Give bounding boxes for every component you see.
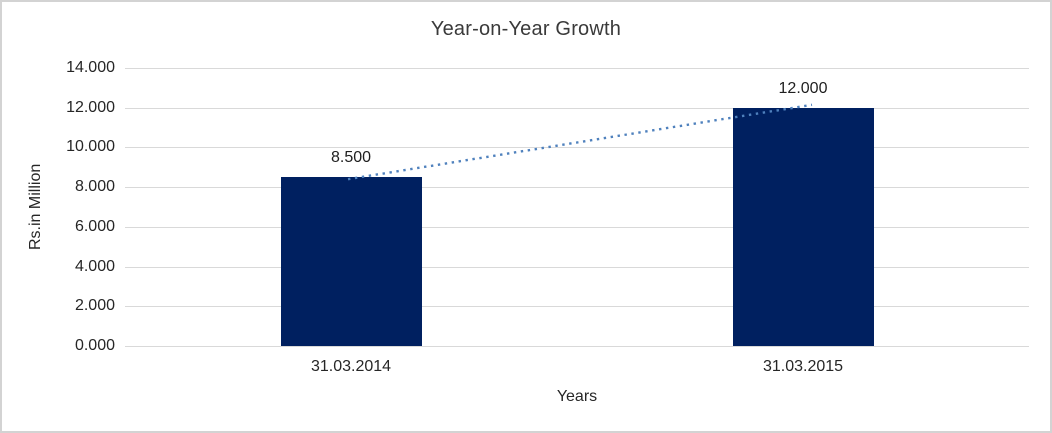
bar-31.03.2014 (280, 177, 422, 346)
x-axis-category-labels: 31.03.2014 31.03.2015 (125, 358, 1029, 378)
y-axis-tick-labels: 14.000 12.000 10.000 8.000 6.000 4.000 2.000 0.… (22, 59, 115, 354)
bar-data-label: 8.500 (330, 149, 372, 167)
x-category-label: 31.03.2015 (762, 358, 844, 375)
x-category-label: 31.03.2014 (310, 358, 392, 375)
gridline (125, 306, 1029, 308)
y-tick-label: 4.000 (74, 257, 115, 275)
gridline (125, 226, 1029, 228)
y-tick-label: 2.000 (74, 297, 115, 315)
bar-data-label: 12.000 (778, 79, 828, 97)
gridline (125, 266, 1029, 268)
gridline (125, 147, 1029, 149)
y-tick-label: 8.000 (74, 178, 115, 196)
bar-31.03.2015 (732, 107, 874, 346)
y-tick-label: 12.000 (66, 98, 115, 116)
y-tick-label: 0.000 (74, 337, 115, 354)
gridline (125, 107, 1029, 109)
trendline (347, 103, 813, 181)
gridline (125, 68, 1029, 69)
y-tick-label: 6.000 (74, 217, 115, 235)
chart-title: Year-on-Year Growth (430, 18, 622, 40)
y-tick-label: 14.000 (66, 59, 115, 76)
x-axis-title: Years (556, 388, 598, 405)
plot-area: 8.500 12.000 (125, 68, 1029, 347)
y-tick-label: 10.000 (66, 138, 115, 156)
gridline (125, 187, 1029, 189)
gridline (125, 346, 1029, 347)
